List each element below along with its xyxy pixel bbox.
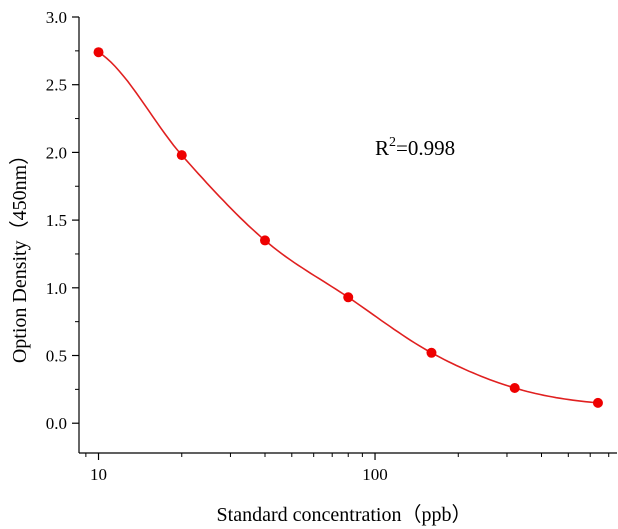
- y-tick-label: 1.0: [46, 279, 67, 298]
- x-tick-label: 10: [90, 465, 107, 484]
- r-squared-value: =0.998: [396, 136, 455, 160]
- y-tick-label: 0.5: [46, 347, 67, 366]
- y-axis-title: Option Density（450nm）: [8, 145, 31, 363]
- y-tick-label: 1.5: [46, 211, 67, 230]
- data-point: [93, 47, 104, 58]
- y-tick-label: 2.5: [46, 76, 67, 95]
- data-point: [592, 397, 603, 408]
- data-point: [259, 235, 270, 246]
- x-tick-label: 100: [362, 465, 388, 484]
- r-squared-superscript: 2: [389, 135, 396, 150]
- r-squared-base: R: [375, 136, 389, 160]
- y-tick-label: 3.0: [46, 8, 67, 27]
- fit-curve: [98, 51, 599, 404]
- axes: [78, 17, 617, 454]
- y-tick-label: 0.0: [46, 414, 67, 433]
- data-point: [426, 347, 437, 358]
- data-point: [343, 292, 354, 303]
- data-points: [93, 47, 603, 408]
- data-point: [509, 383, 520, 394]
- y-axis-ticks: 0.0 0.5 1.0 1.5 2.0 2.5 3.0: [46, 8, 79, 433]
- x-axis-title: Standard concentration（ppb）: [217, 503, 472, 526]
- y-tick-label: 2.0: [46, 143, 67, 162]
- x-axis-ticks: 10 100: [85, 453, 610, 484]
- data-point: [176, 150, 187, 161]
- r-squared-annotation: R2=0.998: [375, 135, 455, 160]
